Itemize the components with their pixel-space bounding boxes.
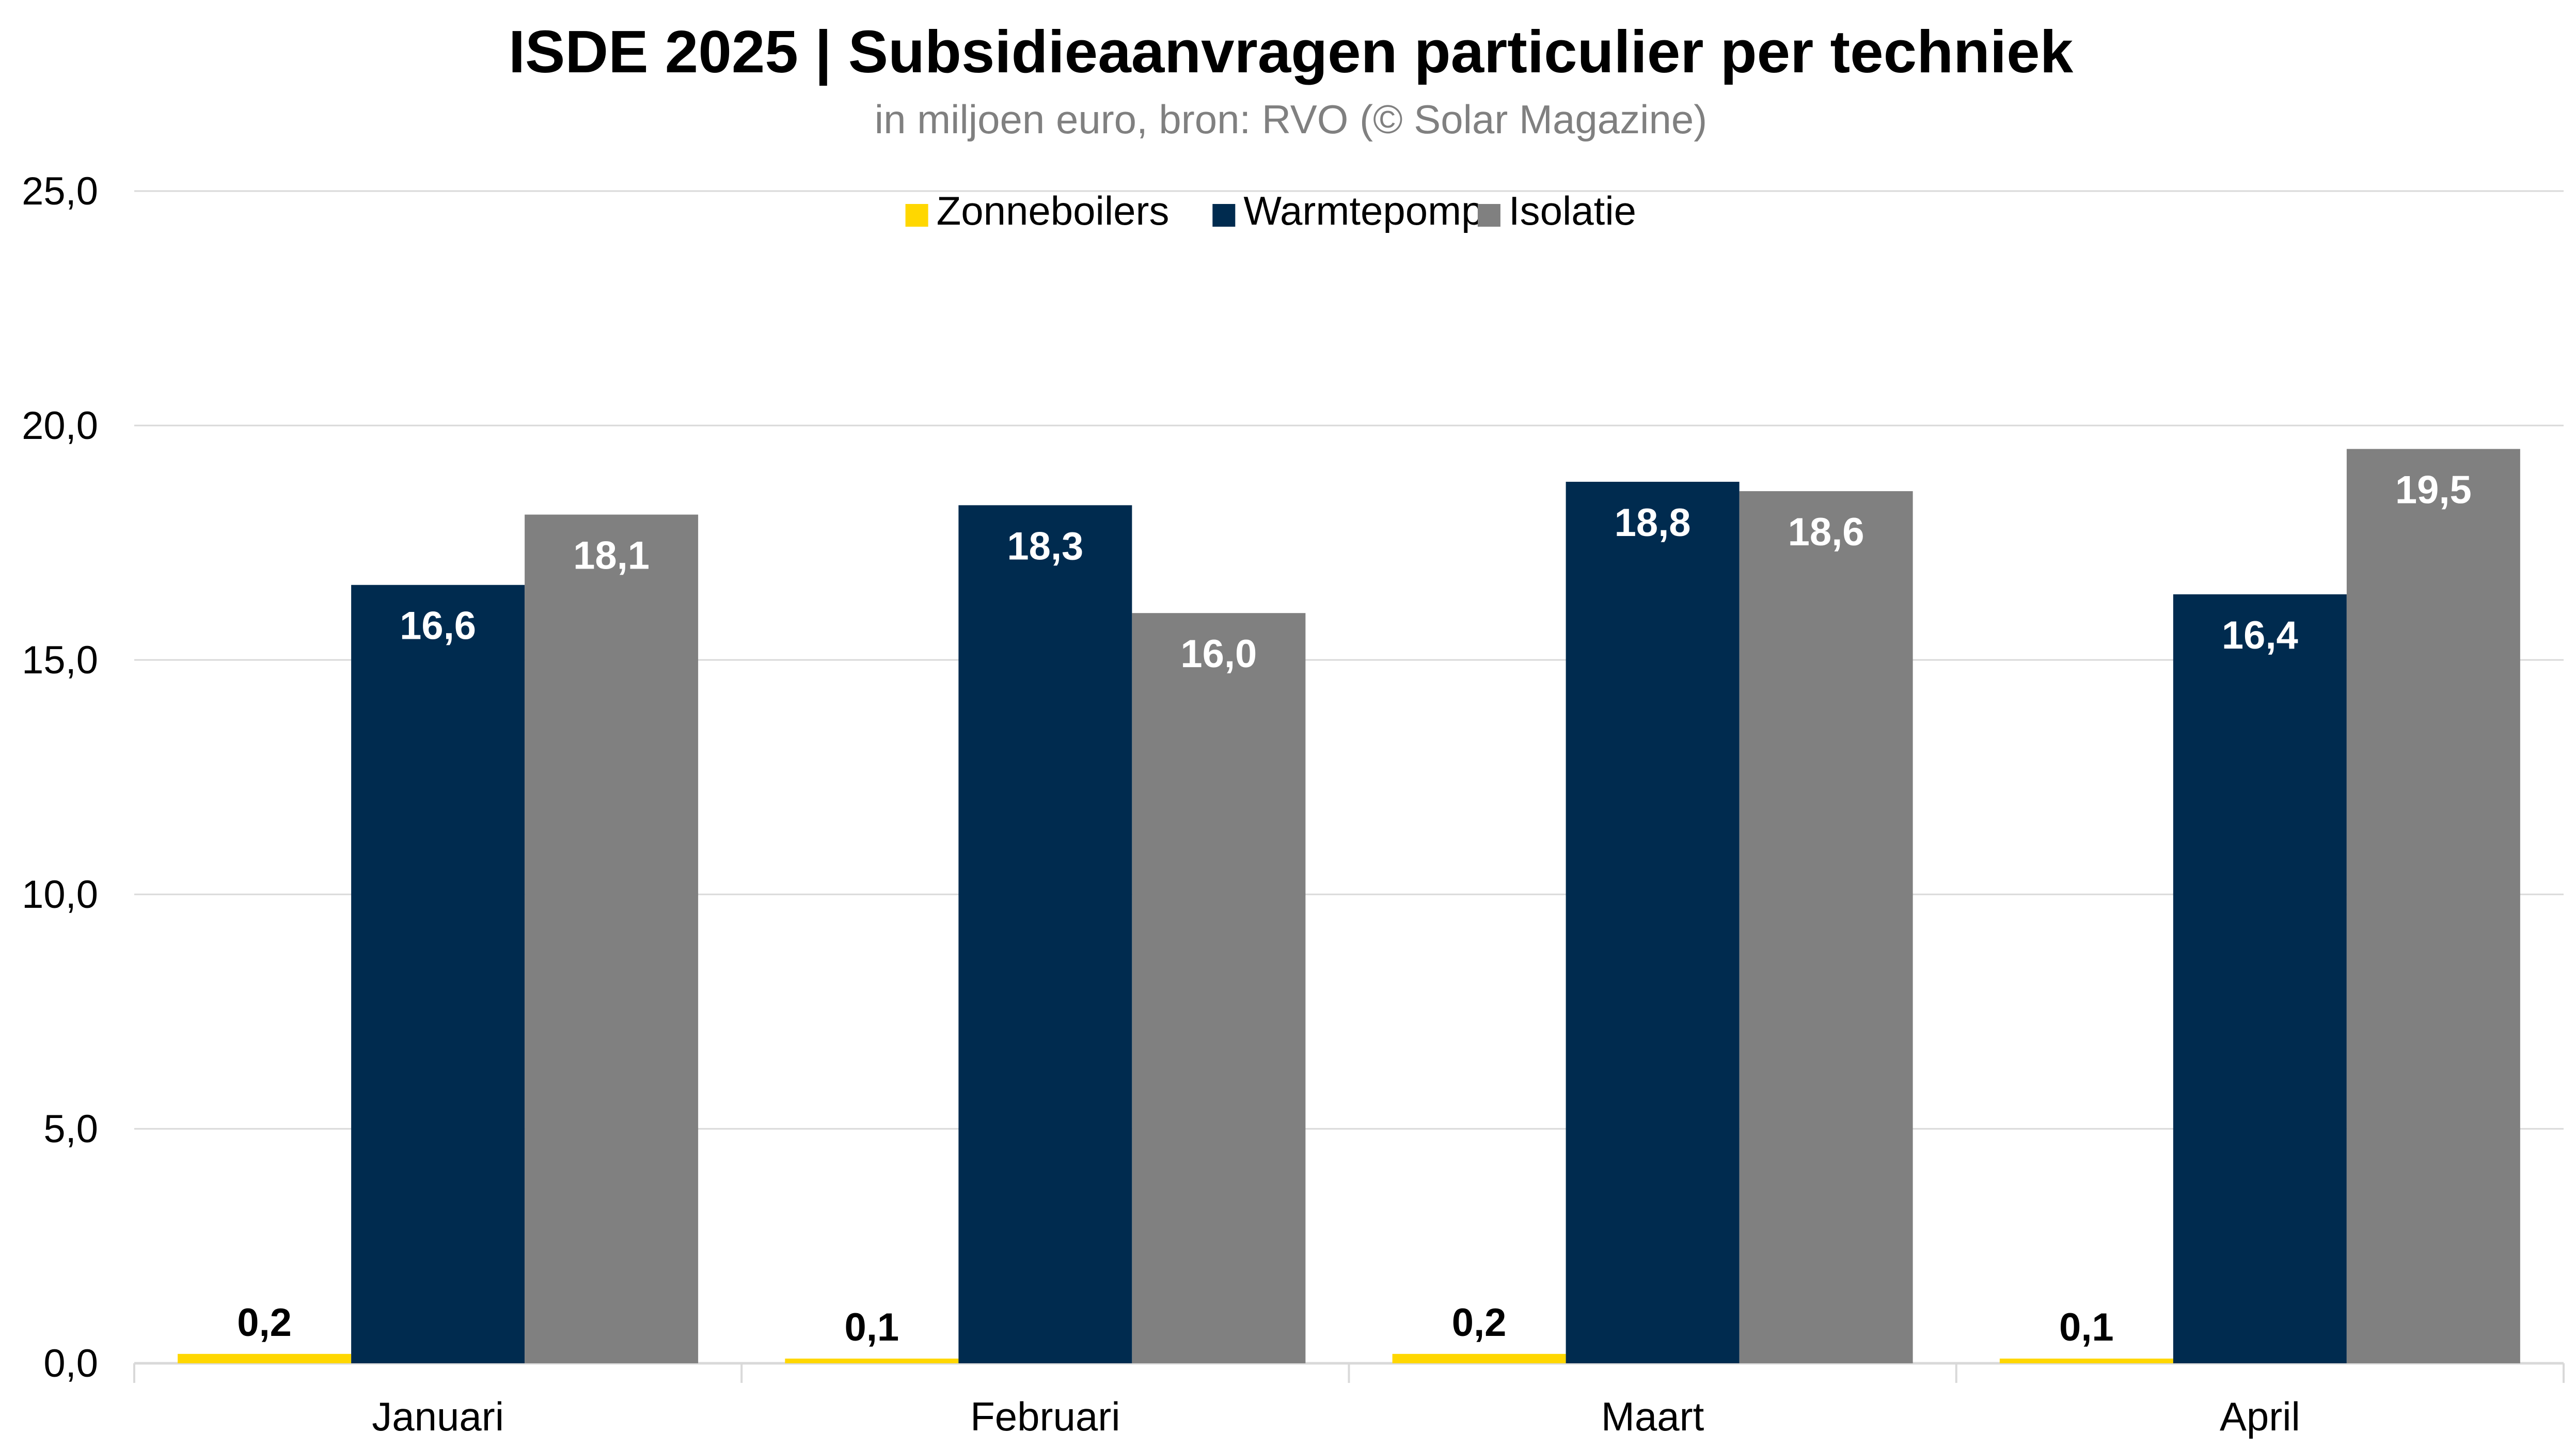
bar-zonneboilers-januari [178,1353,352,1363]
data-label: 0,1 [845,1305,899,1349]
data-label: 16,4 [2222,613,2298,657]
bar-warmtepomp-april [2173,594,2347,1363]
legend-label-isolatie: Isolatie [1509,188,1636,233]
x-tick-label: Februari [970,1394,1120,1439]
bar-warmtepomp-maart [1566,481,1740,1364]
y-tick-label: 25,0 [22,169,98,213]
x-tick-label: April [2220,1394,2300,1439]
data-labels: 0,2 16,6 18,1 0,1 18,3 16,0 0,2 18,8 18,6 0,1 16,4… [237,468,2472,1349]
legend-swatch-zonneboilers [905,204,928,227]
y-tick-label: 5,0 [43,1107,98,1151]
legend-label-warmtepomp: Warmtepomp [1243,188,1483,233]
y-tick-label: 15,0 [22,638,98,682]
legend-swatch-isolatie [1477,204,1500,227]
legend: Zonneboilers Warmtepomp Isolatie [905,188,1636,233]
y-tick-label: 10,0 [22,873,98,917]
data-label: 16,6 [400,604,476,648]
x-tick-label: Januari [372,1394,504,1439]
x-tick-label: Maart [1601,1394,1704,1439]
y-tick-label: 0,0 [43,1342,98,1385]
legend-swatch-warmtepomp [1212,204,1236,227]
bar-isolatie-februari [1132,613,1306,1363]
bar-isolatie-april [2346,449,2520,1363]
bars [178,449,2520,1364]
y-tick-label: 20,0 [22,404,98,448]
chart-title: ISDE 2025 | Subsidieaanvragen particulie… [509,18,2074,86]
data-label: 0,1 [2059,1305,2114,1349]
bar-isolatie-januari [525,514,699,1363]
bar-isolatie-maart [1739,491,1913,1363]
bar-zonneboilers-maart [1392,1353,1566,1363]
bar-warmtepomp-februari [958,505,1132,1363]
bar-zonneboilers-februari [785,1358,959,1363]
data-label: 16,0 [1180,632,1257,676]
chart-subtitle: in miljoen euro, bron: RVO (© Solar Maga… [875,97,1707,142]
data-label: 18,8 [1615,501,1691,545]
bar-warmtepomp-januari [351,585,525,1363]
data-label: 18,3 [1007,524,1083,568]
data-label: 0,2 [237,1301,292,1345]
data-label: 19,5 [2395,468,2472,512]
bar-zonneboilers-april [1999,1358,2173,1363]
data-label: 18,6 [1788,510,1864,554]
data-label: 0,2 [1452,1301,1507,1345]
data-label: 18,1 [573,534,650,578]
legend-label-zonneboilers: Zonneboilers [937,188,1170,233]
